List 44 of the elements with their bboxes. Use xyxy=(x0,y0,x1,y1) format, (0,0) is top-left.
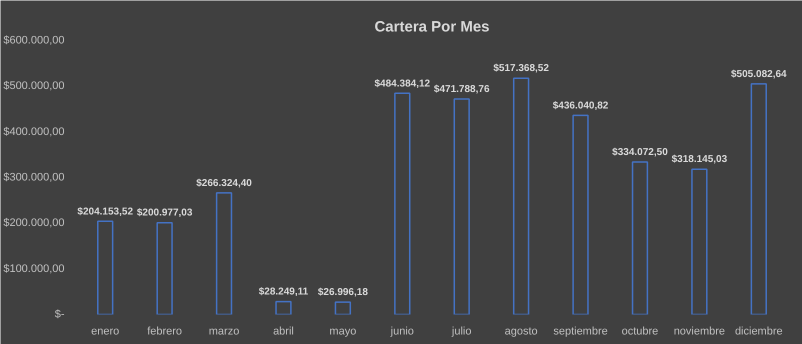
x-tick-label: junio xyxy=(390,326,414,338)
bar xyxy=(334,301,352,314)
y-tick-label: $- xyxy=(54,308,65,320)
x-tick-label: septiembre xyxy=(553,326,608,338)
data-label: $200.977,03 xyxy=(136,208,193,219)
y-tick-label: $600.000,00 xyxy=(3,34,64,46)
y-tick-label: $500.000,00 xyxy=(3,80,64,92)
bar xyxy=(454,98,470,314)
bar xyxy=(691,168,708,314)
data-label: $334.072,50 xyxy=(612,146,668,158)
data-label: $505.082,64 xyxy=(730,68,788,80)
data-label: $436.040,82 xyxy=(552,100,609,112)
x-tick-label: diciembre xyxy=(734,326,783,338)
bar xyxy=(632,161,648,314)
bar xyxy=(512,77,530,314)
bar xyxy=(275,300,292,314)
bar xyxy=(97,220,114,314)
data-label: $517.368,52 xyxy=(493,63,550,74)
data-label: $484.384,12 xyxy=(374,78,431,90)
data-label: $266.324,40 xyxy=(196,178,252,189)
x-tick-label: mayo xyxy=(329,326,356,338)
x-tick-label: noviembre xyxy=(674,326,726,338)
bar xyxy=(216,192,232,314)
bar xyxy=(156,222,173,314)
bar xyxy=(750,83,767,314)
data-label: $204.153,52 xyxy=(77,206,134,218)
x-tick-label: octubre xyxy=(622,326,658,338)
y-tick-label: $400.000,00 xyxy=(3,126,64,138)
bar xyxy=(572,114,589,314)
chart-title: Cartera Por Mes xyxy=(374,18,490,36)
data-label: $471.788,76 xyxy=(434,84,490,96)
data-label: $318.145,03 xyxy=(672,154,728,166)
bar xyxy=(394,92,410,314)
x-tick-label: febrero xyxy=(147,326,182,338)
y-tick-label: $300.000,00 xyxy=(3,172,64,184)
y-tick-label: $100.000,00 xyxy=(3,262,64,275)
data-label: $26.996,18 xyxy=(318,287,368,298)
x-tick-label: agosto xyxy=(504,326,538,338)
y-tick-label: $200.000,00 xyxy=(3,217,64,230)
x-tick-label: abril xyxy=(273,326,294,338)
x-tick-label: julio xyxy=(450,326,472,338)
data-label: $28.249,11 xyxy=(258,286,309,298)
x-tick-label: marzo xyxy=(208,326,240,338)
x-tick-label: enero xyxy=(91,326,120,338)
